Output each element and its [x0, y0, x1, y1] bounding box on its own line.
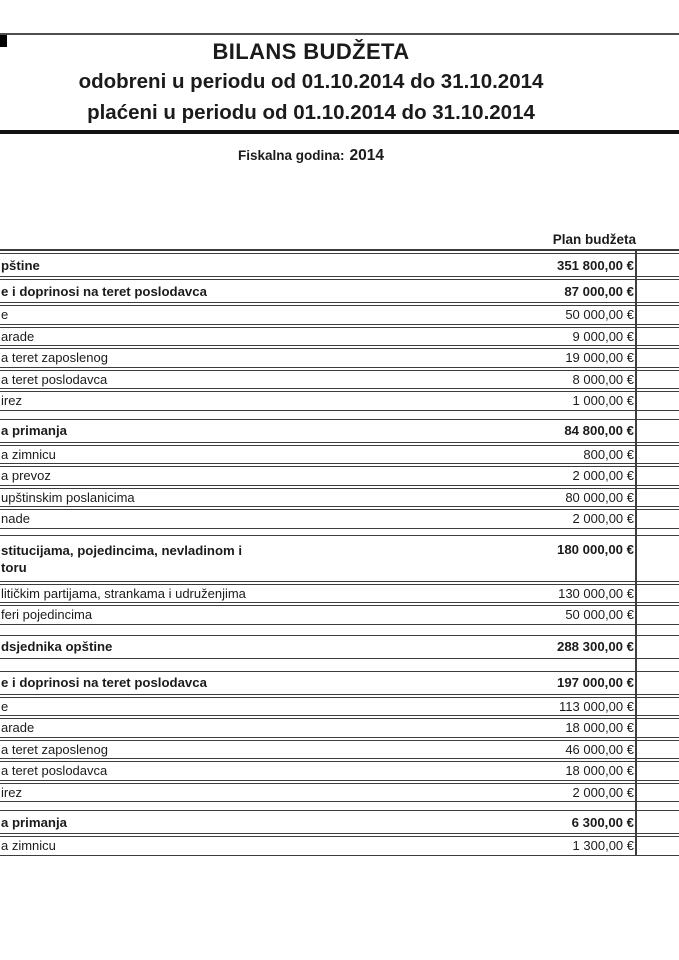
row-value: 6 300,00 € — [571, 814, 634, 830]
row-label: a zimnicu — [1, 446, 56, 462]
table-row: a prevoz 2 000,00 € — [0, 466, 679, 486]
row-value: 50 000,00 € — [565, 307, 634, 323]
row-label: a teret zaposlenog — [1, 741, 108, 757]
row-value: 351 800,00 € — [556, 257, 634, 273]
table-row: dsjednika opštine 288 300,00 € — [0, 634, 679, 659]
table-row: e i doprinosi na teret poslodavca 197 000… — [0, 670, 679, 695]
row-value: 18 000,00 € — [565, 720, 634, 736]
table-row: nade 2 000,00 € — [0, 509, 679, 529]
table-row: e i doprinosi na teret poslodavca 87 000,… — [0, 279, 679, 303]
row-label: arade — [1, 720, 35, 736]
row-label: e — [1, 307, 9, 323]
row-value: 50 000,00 € — [565, 607, 634, 623]
row-label: litičkim partijama, strankama i udruženj… — [1, 585, 246, 601]
row-label: e i doprinosi na teret poslodavca — [1, 283, 207, 299]
table-row: arade 18 000,00 € — [0, 718, 679, 738]
row-value: 80 000,00 € — [565, 489, 634, 505]
table-row: irez 1 000,00 € — [0, 391, 679, 411]
row-value: 1 300,00 € — [572, 838, 634, 854]
row-label: a prevoz — [1, 468, 51, 484]
row-value: 46 000,00 € — [565, 741, 634, 757]
table-row: a teret zaposlenog 46 000,00 € — [0, 739, 679, 759]
row-label: a teret poslodavca — [1, 371, 108, 387]
row-label: stitucijama, pojedincima, nevladinom i to… — [1, 542, 243, 576]
row-label: feri pojedincima — [1, 607, 93, 623]
row-value: 180 000,00 € — [556, 541, 634, 557]
table-row: stitucijama, pojedincima, nevladinom i to… — [0, 534, 679, 582]
row-value: 197 000,00 € — [556, 675, 634, 690]
table-row: litičkim partijama, strankama i udruženj… — [0, 583, 679, 603]
row-value: 800,00 € — [583, 446, 634, 462]
row-label: a zimnicu — [1, 838, 56, 854]
row-value: 87 000,00 € — [564, 283, 634, 299]
row-label: a primanja — [1, 423, 67, 438]
row-value: 113 000,00 € — [559, 698, 634, 714]
table-row: a zimnicu 1 300,00 € — [0, 836, 679, 856]
row-label: irez — [1, 393, 22, 409]
table-row: a zimnicu 800,00 € — [0, 444, 679, 464]
table-row: e 50 000,00 € — [0, 305, 679, 325]
row-label: nade — [1, 511, 30, 527]
fiscal-year-label: Fiskalna godina: — [237, 148, 345, 163]
report-header: BILANS BUDŽETA odobreni u periodu od 01.… — [0, 33, 679, 134]
row-value: 9 000,00 € — [572, 328, 634, 344]
row-value: 84 800,00 € — [564, 423, 634, 438]
row-label: pštine — [1, 257, 40, 273]
fiscal-year-line: Fiskalna godina: 2014 — [0, 147, 622, 165]
table-row: a primanja 6 300,00 € — [0, 810, 679, 834]
column-divider-line — [635, 250, 637, 856]
row-value: 2 000,00 € — [572, 784, 634, 800]
row-value: 19 000,00 € — [565, 350, 634, 366]
row-value: 288 300,00 € — [556, 639, 634, 654]
table-row: a teret poslodavca 18 000,00 € — [0, 761, 679, 781]
report-period-paid: plaćeni u periodu od 01.10.2014 do 31.10… — [87, 101, 535, 124]
fiscal-year-value: 2014 — [349, 147, 384, 164]
row-label: arade — [1, 328, 35, 344]
column-header-plan-budzeta: Plan budžeta — [0, 231, 679, 251]
row-label: e — [1, 698, 9, 714]
report-period-approved: odobreni u periodu od 01.10.2014 do 31.1… — [78, 70, 544, 93]
table-row: pštine 351 800,00 € — [0, 253, 679, 277]
report-title: BILANS BUDŽETA — [212, 39, 410, 64]
scan-artifact — [0, 33, 7, 47]
row-value: 1 000,00 € — [572, 393, 634, 409]
row-label: a primanja — [1, 814, 67, 830]
table-row: e 113 000,00 € — [0, 696, 679, 716]
table-row: feri pojedincima 50 000,00 € — [0, 605, 679, 625]
row-value: 8 000,00 € — [572, 371, 634, 387]
table-row: irez 2 000,00 € — [0, 782, 679, 802]
budget-table: pštine 351 800,00 € e i doprinosi na teret… — [0, 250, 679, 856]
table-row: a teret zaposlenog 19 000,00 € — [0, 348, 679, 368]
table-row: a primanja 84 800,00 € — [0, 418, 679, 443]
table-row: arade 9 000,00 € — [0, 326, 679, 346]
row-value: 2 000,00 € — [572, 511, 634, 527]
row-label: dsjednika opštine — [1, 639, 113, 654]
row-label: a teret poslodavca — [1, 763, 108, 779]
row-label: irez — [1, 784, 22, 800]
row-value: 2 000,00 € — [572, 468, 634, 484]
row-label: upštinskim poslanicima — [1, 489, 135, 505]
row-label: a teret zaposlenog — [1, 350, 108, 366]
table-row: a teret poslodavca 8 000,00 € — [0, 369, 679, 389]
table-row: upštinskim poslanicima 80 000,00 € — [0, 487, 679, 507]
row-label: e i doprinosi na teret poslodavca — [1, 675, 207, 690]
row-value: 130 000,00 € — [558, 585, 634, 601]
row-value: 18 000,00 € — [565, 763, 634, 779]
